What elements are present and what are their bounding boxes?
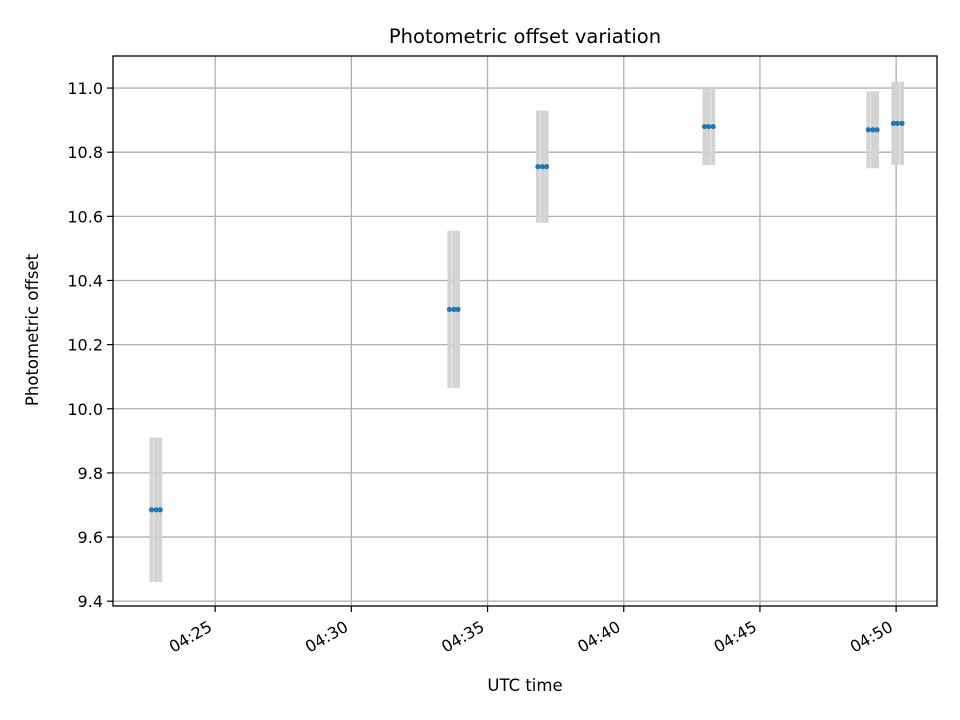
data-point [706, 123, 712, 130]
y-tick-label: 9.4 [78, 592, 103, 611]
y-tick-label: 10.4 [67, 271, 103, 290]
data-point [899, 120, 905, 126]
y-tick-label: 10.6 [67, 207, 103, 226]
data-point [543, 164, 550, 170]
y-axis-label: Photometric offset [23, 253, 42, 406]
plot-frame [112, 55, 938, 607]
chart-title: Photometric offset variation [389, 25, 661, 48]
y-tick-label: 11.0 [67, 79, 103, 98]
data-point [446, 306, 453, 312]
data-point [157, 507, 163, 513]
data-point [710, 123, 716, 130]
y-tick-label: 9.6 [78, 528, 103, 547]
data-point [153, 507, 159, 513]
y-tick-label: 10.2 [67, 336, 103, 355]
data-point [890, 120, 897, 126]
data-point [539, 164, 546, 170]
data-point [701, 123, 708, 130]
x-axis-label: UTC time [487, 676, 562, 695]
data-point [148, 507, 155, 513]
data-points [148, 120, 905, 513]
data-point [535, 164, 541, 170]
data-point [451, 306, 457, 312]
y-tick-label: 9.8 [78, 464, 103, 483]
data-point [455, 306, 461, 312]
data-point [865, 127, 872, 133]
data-point [894, 120, 901, 126]
y-tick-label: 10.8 [67, 143, 103, 162]
y-axis-ticks: 9.4 9.6 9.8 10.0 10.2 10.4 10.6 10.8 11.0 [67, 79, 113, 611]
data-point [874, 127, 880, 133]
y-tick-label: 10.0 [67, 400, 103, 419]
data-point [870, 127, 876, 133]
